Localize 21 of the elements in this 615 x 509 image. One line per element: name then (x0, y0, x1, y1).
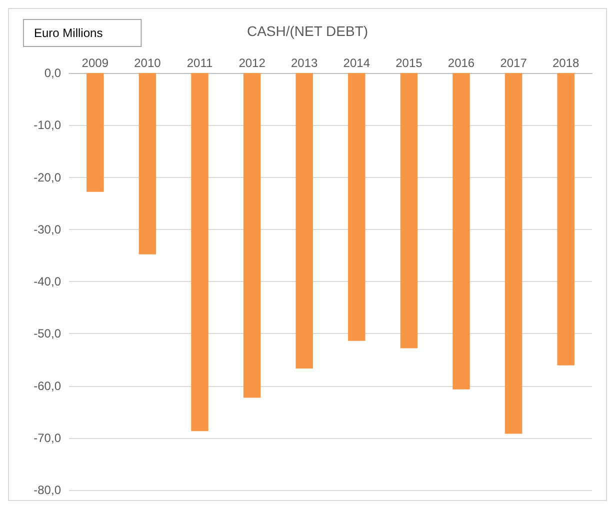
y-tick-label: -10,0 (34, 118, 62, 132)
y-tick-label: -20,0 (34, 170, 62, 184)
x-tick-label: 2013 (291, 56, 318, 70)
y-tick-label: -60,0 (34, 378, 62, 393)
y-tick-label: -80,0 (34, 483, 62, 497)
x-tick-label: 2018 (552, 56, 580, 70)
chart-title: CASH/(NET DEBT) (246, 23, 368, 39)
x-tick-label: 2012 (238, 56, 266, 70)
x-tick-label: 2011 (186, 56, 213, 70)
x-tick-label: 2009 (82, 56, 109, 70)
y-tick-label: -50,0 (34, 326, 62, 341)
y-tick-label: -40,0 (34, 274, 62, 288)
x-tick-label: 2017 (500, 56, 528, 70)
y-tick-label: -70,0 (34, 430, 62, 445)
text: Euro Millions (34, 26, 103, 40)
y-tick-label: -30,0 (34, 222, 62, 236)
x-tick-label: 2014 (343, 56, 370, 70)
x-tick-label: 2015 (396, 56, 423, 70)
y-tick-label: 0,0 (44, 66, 62, 80)
x-tick-label: 2010 (134, 56, 162, 70)
x-tick-label: 2016 (448, 56, 475, 70)
